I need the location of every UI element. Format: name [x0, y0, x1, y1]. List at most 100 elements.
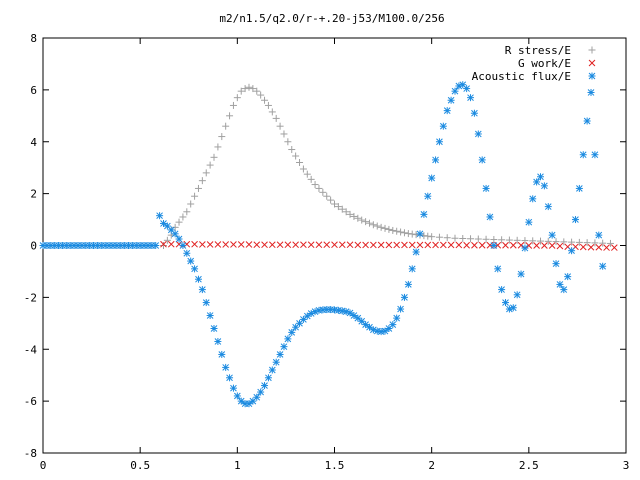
data-point	[245, 241, 253, 248]
data-point	[591, 151, 599, 159]
data-point	[214, 241, 222, 248]
data-point	[389, 226, 397, 234]
data-point	[218, 133, 226, 141]
x-tick-label: 2	[428, 459, 435, 472]
data-point	[268, 241, 276, 249]
x-tick-label: 0	[40, 459, 47, 472]
data-point	[428, 174, 436, 182]
data-point	[385, 225, 393, 233]
data-point	[400, 229, 408, 237]
data-point	[529, 237, 537, 245]
data-point	[455, 241, 463, 249]
data-point	[206, 312, 214, 320]
data-point	[299, 165, 307, 173]
data-point	[245, 83, 253, 91]
data-point	[175, 235, 183, 243]
data-point	[222, 122, 230, 130]
data-point	[447, 241, 455, 249]
data-point	[198, 286, 206, 294]
data-point	[354, 314, 362, 322]
data-point	[498, 236, 506, 244]
data-point	[229, 101, 237, 109]
data-point	[152, 242, 160, 249]
data-point	[579, 151, 587, 159]
data-point	[300, 241, 307, 249]
data-point	[159, 242, 167, 249]
data-point	[342, 208, 350, 216]
data-point	[401, 241, 408, 249]
data-point	[377, 241, 385, 249]
data-point	[222, 241, 230, 248]
data-point	[412, 248, 420, 256]
data-point	[362, 241, 369, 249]
data-point	[587, 88, 595, 96]
data-point	[233, 392, 241, 400]
data-point	[268, 108, 276, 116]
data-point	[191, 240, 198, 248]
data-point	[354, 241, 362, 249]
data-point	[241, 85, 249, 93]
data-point	[583, 117, 591, 125]
data-point	[568, 247, 576, 255]
data-point	[303, 170, 311, 178]
data-point	[505, 236, 513, 244]
data-point	[272, 114, 280, 122]
data-point	[560, 286, 568, 294]
data-point	[365, 219, 373, 227]
data-point	[571, 216, 579, 224]
data-point	[560, 238, 568, 246]
data-point	[432, 156, 440, 164]
data-point	[307, 175, 315, 183]
y-tick-label: 4	[30, 136, 37, 149]
data-point	[198, 177, 206, 185]
y-tick-label: -4	[24, 343, 38, 356]
data-point	[373, 222, 381, 230]
data-point	[268, 366, 276, 374]
data-point	[435, 233, 443, 241]
legend-marker	[588, 59, 596, 67]
data-point	[284, 138, 292, 146]
data-point	[194, 184, 202, 192]
data-point	[171, 223, 179, 231]
data-point	[257, 91, 265, 99]
data-point	[354, 214, 362, 222]
data-point	[280, 130, 288, 138]
data-point	[490, 242, 498, 249]
data-point	[253, 87, 261, 95]
data-point	[214, 143, 222, 151]
data-point	[311, 181, 319, 189]
data-point	[206, 161, 214, 169]
data-point	[245, 400, 253, 408]
data-point	[587, 243, 595, 251]
data-point	[233, 94, 241, 102]
data-point	[536, 237, 544, 245]
x-tick-label: 1.5	[325, 459, 345, 472]
data-point	[284, 335, 292, 343]
data-point	[261, 382, 269, 390]
data-point	[370, 241, 377, 249]
data-point	[187, 200, 195, 208]
data-point	[408, 265, 416, 273]
data-point	[218, 350, 226, 358]
data-point	[315, 241, 323, 249]
data-point	[439, 241, 447, 249]
data-point	[521, 244, 529, 252]
data-point	[272, 358, 280, 366]
data-point	[369, 221, 377, 229]
data-point	[362, 321, 370, 329]
data-point	[261, 241, 268, 249]
data-point	[502, 241, 509, 249]
data-point	[548, 231, 556, 239]
data-point	[159, 219, 167, 227]
data-point	[544, 203, 552, 211]
data-point	[509, 241, 517, 249]
data-point	[315, 184, 323, 192]
data-point	[230, 241, 237, 248]
data-point	[447, 96, 455, 104]
data-point	[606, 239, 614, 247]
data-point	[575, 184, 583, 192]
data-point	[319, 188, 327, 196]
data-point	[424, 241, 432, 249]
data-point	[175, 240, 183, 248]
